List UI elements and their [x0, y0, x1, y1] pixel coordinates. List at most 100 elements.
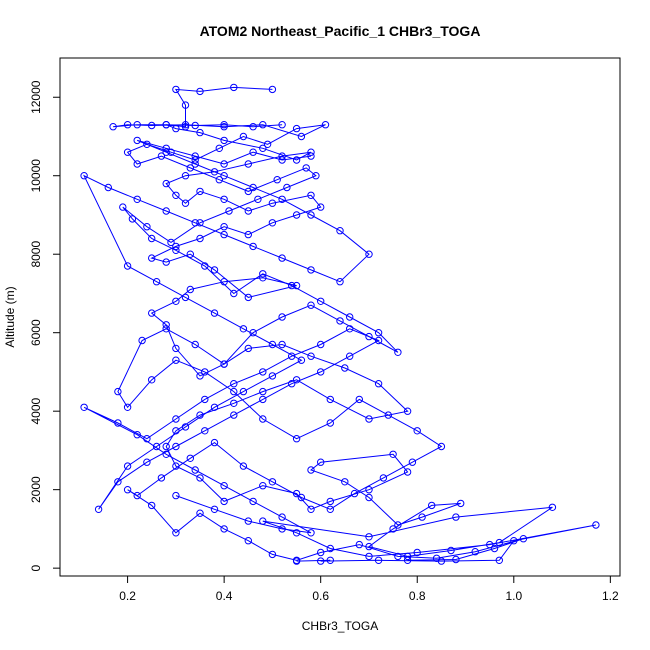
- data-point: [172, 356, 180, 364]
- data-point: [268, 550, 277, 559]
- data-point: [249, 123, 257, 131]
- data-point: [143, 223, 151, 231]
- x-tick-label: 0.4: [216, 589, 233, 603]
- data-point: [379, 474, 388, 482]
- data-point: [307, 191, 315, 200]
- data-point: [317, 340, 325, 349]
- data-point: [191, 156, 199, 164]
- data-point: [104, 183, 113, 192]
- data-point: [244, 230, 253, 239]
- data-point: [312, 172, 320, 180]
- data-point: [172, 462, 180, 470]
- data-point: [292, 529, 301, 537]
- data-point: [403, 556, 412, 564]
- data-point: [403, 407, 412, 415]
- data-point: [389, 450, 397, 458]
- y-axis-label: Altitude (m): [3, 286, 17, 347]
- data-point: [133, 136, 141, 145]
- data-point: [365, 542, 373, 551]
- data-point: [167, 238, 175, 247]
- data-point: [413, 548, 421, 557]
- data-point: [181, 423, 190, 431]
- data-point: [307, 301, 315, 309]
- data-point: [210, 266, 219, 274]
- data-point: [403, 468, 412, 476]
- data-point: [519, 535, 528, 543]
- data-point: [186, 250, 195, 258]
- data-point: [249, 242, 257, 251]
- data-point: [259, 368, 267, 376]
- data-point: [292, 435, 301, 443]
- data-point: [210, 309, 219, 317]
- data-point: [244, 293, 253, 302]
- data-point: [259, 482, 267, 490]
- data-point: [220, 121, 228, 129]
- data-point: [317, 203, 325, 211]
- x-tick-label: 0.8: [409, 589, 426, 603]
- data-point: [220, 172, 228, 180]
- data-point: [307, 266, 315, 274]
- plot-frame: [59, 57, 621, 577]
- data-point: [432, 554, 441, 562]
- data-point: [346, 325, 354, 333]
- data-point: [292, 556, 301, 564]
- data-point: [143, 140, 151, 149]
- data-point: [244, 344, 253, 353]
- data-point: [119, 203, 127, 211]
- data-point: [278, 340, 286, 349]
- data-point: [230, 399, 238, 407]
- data-point: [365, 415, 373, 423]
- data-point: [162, 321, 170, 329]
- data-point: [172, 297, 180, 305]
- data-point: [292, 489, 301, 498]
- data-point: [181, 172, 190, 180]
- data-point: [341, 478, 349, 486]
- data-point: [210, 438, 219, 447]
- data-point: [172, 442, 180, 451]
- data-point: [244, 160, 253, 168]
- data-point: [162, 442, 170, 451]
- data-point: [172, 427, 180, 435]
- data-point: [196, 411, 204, 419]
- data-point: [186, 454, 195, 462]
- data-point: [210, 403, 219, 411]
- data-point: [172, 124, 180, 133]
- data-point: [80, 172, 88, 180]
- data-point: [302, 164, 310, 172]
- data-point: [297, 132, 306, 141]
- data-point: [239, 132, 248, 141]
- data-point: [374, 380, 383, 388]
- data-point: [181, 199, 190, 207]
- data-point: [273, 176, 281, 184]
- data-point: [239, 325, 248, 333]
- data-point: [418, 513, 426, 521]
- x-tick-label: 1.0: [505, 589, 522, 603]
- data-point: [268, 199, 277, 207]
- data-point: [220, 223, 228, 231]
- data-point: [152, 442, 161, 451]
- data-point: [114, 387, 122, 396]
- data-point: [196, 234, 204, 243]
- data-point: [172, 246, 180, 255]
- data-point: [196, 372, 204, 380]
- series-line: [83, 139, 380, 534]
- data-point: [452, 555, 460, 564]
- data-point: [239, 387, 248, 396]
- data-point: [321, 121, 330, 129]
- data-point: [128, 215, 137, 223]
- data-point: [196, 474, 204, 482]
- data-point: [162, 325, 170, 333]
- data-point: [288, 380, 296, 388]
- data-point: [278, 513, 286, 521]
- data-point: [138, 336, 146, 345]
- data-point: [307, 505, 315, 513]
- x-tick-label: 0.2: [119, 589, 136, 603]
- data-point: [148, 376, 156, 384]
- data-point: [365, 332, 373, 341]
- data-point: [225, 207, 233, 215]
- data-point: [181, 123, 190, 131]
- data-point: [259, 415, 267, 423]
- data-point: [394, 348, 402, 356]
